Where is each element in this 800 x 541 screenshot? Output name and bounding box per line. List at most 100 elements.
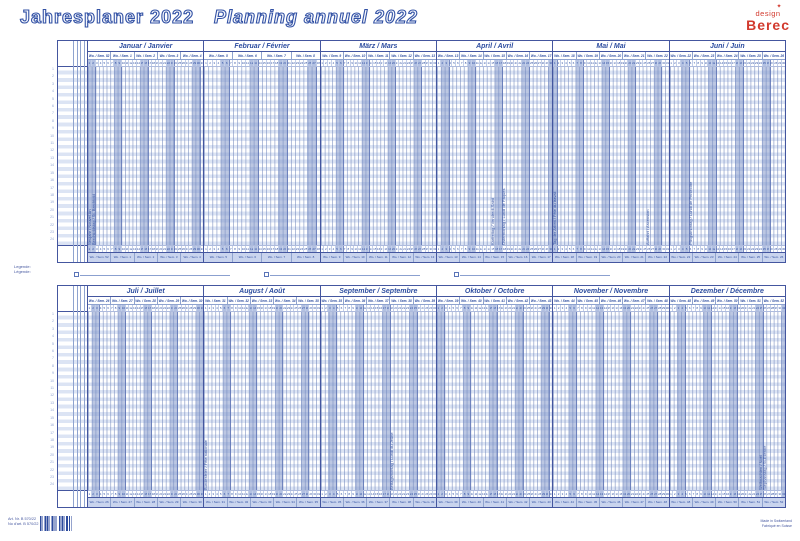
row-number: 5 [52,96,54,101]
day-cell: 12 [360,246,365,252]
week-cell: Wo. / Sem. 20 [598,52,622,59]
day-cell: 20 [623,246,627,252]
day-number-row-bottom: 1234567891011121314151617181920212223242… [320,245,436,252]
week-band-cell: Wo. / Sem. 42 [505,498,529,507]
day-cell: 27 [184,305,188,311]
day-cell: 22 [282,305,286,311]
day-cell: 17 [147,246,151,252]
day-cell: 25 [528,60,533,66]
day-cell: 20 [158,491,162,497]
day-cell: 3 [443,246,448,252]
day-cell: 21 [286,60,291,66]
day-cell: 21 [162,305,166,311]
week-separator [736,297,738,507]
day-cell: 20 [158,246,162,252]
day-cell: 19 [736,305,740,311]
day-cell: 19 [622,305,626,311]
week-band-cell: Wo. / Sem. 4 [180,253,203,262]
made-in-line2: Fabriqué en Suisse [761,523,792,528]
day-cell: 20 [739,491,744,497]
row-number: 1 [52,67,54,71]
weekend-shade [685,67,689,245]
day-cell: 8 [346,491,351,497]
day-cell: 26 [416,491,420,497]
day-cell: 14 [257,246,262,252]
week-cell: Wo. / Sem. 5 [209,54,228,58]
day-cell: 15 [261,60,266,66]
row-number: 23 [50,474,54,479]
day-cell: 9 [699,246,703,252]
day-cell: 25 [177,60,181,66]
day-cell: 20 [274,491,279,497]
week-row: Wo. / Sem. 31 Wo. / Sem. 32 Wo. / Sem. 33 W… [204,297,320,305]
day-cell: 29 [660,305,665,311]
day-cell: 6 [338,60,343,66]
day-cell: 5 [567,491,572,497]
day-cell: 16 [265,60,270,66]
day-cell: 17 [495,491,500,497]
day-cell: 15 [490,246,494,252]
day-cell: 14 [719,246,723,252]
row-number: 21 [50,460,54,465]
day-cell: 24 [289,491,293,497]
week-band-bottom: Wo. / Sem. 44 Wo. / Sem. 45 Wo. / Sem. 46 W… [553,497,669,507]
day-cell: 31 [199,60,203,66]
week-cell: Wo. / Sem. 41 [482,297,505,304]
narrow-column [73,41,77,262]
row-number: 13 [50,400,54,405]
row-number: 5 [52,341,54,346]
day-cell: 19 [619,60,624,66]
day-cell: 16 [377,491,382,497]
day-cell: 18 [734,246,739,252]
day-cell: 6 [571,491,576,497]
day-cell: 4 [98,246,102,252]
day-cell: 26 [646,60,650,66]
day-number-row-top: 1234567891011121314151617181920212223242… [669,305,785,312]
legend: Legende: Légende: [14,264,31,274]
day-number-row-top: 1234567891011121314151617181920212223242… [88,60,204,67]
week-cell: Wo. / Sem. 42 [505,297,529,304]
week-band-cell: Wo. / Sem. 34 [273,498,296,507]
narrow-column [83,286,87,507]
day-cell: 14 [252,491,256,497]
day-cell: 5 [102,305,106,311]
day-cell: 13 [132,305,136,311]
week-separator [496,297,498,507]
week-cell: Wo. / Sem. 18 [554,54,575,58]
day-cell: 6 [687,305,691,311]
day-cell: 9 [233,305,237,311]
day-cell: 5 [450,491,455,497]
week-cell: Wo. / Sem. 35 [296,297,319,304]
day-cell: 25 [642,246,646,252]
month-header: März / Mars [320,41,436,52]
day-cell: 7 [458,305,462,311]
day-cell: 3 [443,60,448,66]
day-cell: 4 [330,246,335,252]
day-cell: 9 [236,246,240,252]
day-cell: 21 [746,246,750,252]
day-cell: 12 [128,60,132,66]
day-cell: 14 [602,491,607,497]
day-cell: 7 [228,60,232,66]
week-separator [177,297,179,507]
day-cell: 25 [303,246,308,252]
day-cell: 15 [261,246,266,252]
day-cell: 3 [676,491,680,497]
week-band-cell: Wo. / Sem. 9 [323,255,341,259]
day-cell: 21 [278,305,283,311]
day-cell: 3 [676,246,680,252]
day-cell: 23 [753,60,758,66]
day-cell: 29 [540,491,545,497]
day-cell: 12 [244,491,248,497]
weekend-shade [494,67,499,245]
day-cell: 15 [721,491,725,497]
row-number: 17 [50,430,54,435]
day-cell: 2 [556,60,560,66]
day-cell: 11 [474,60,479,66]
day-cell: 9 [117,246,121,252]
day-number-row-top: 1234567891011121314151617181920212223242… [669,60,785,67]
day-cell: 10 [120,491,125,497]
legend-label-fr: Légende: [14,269,31,274]
